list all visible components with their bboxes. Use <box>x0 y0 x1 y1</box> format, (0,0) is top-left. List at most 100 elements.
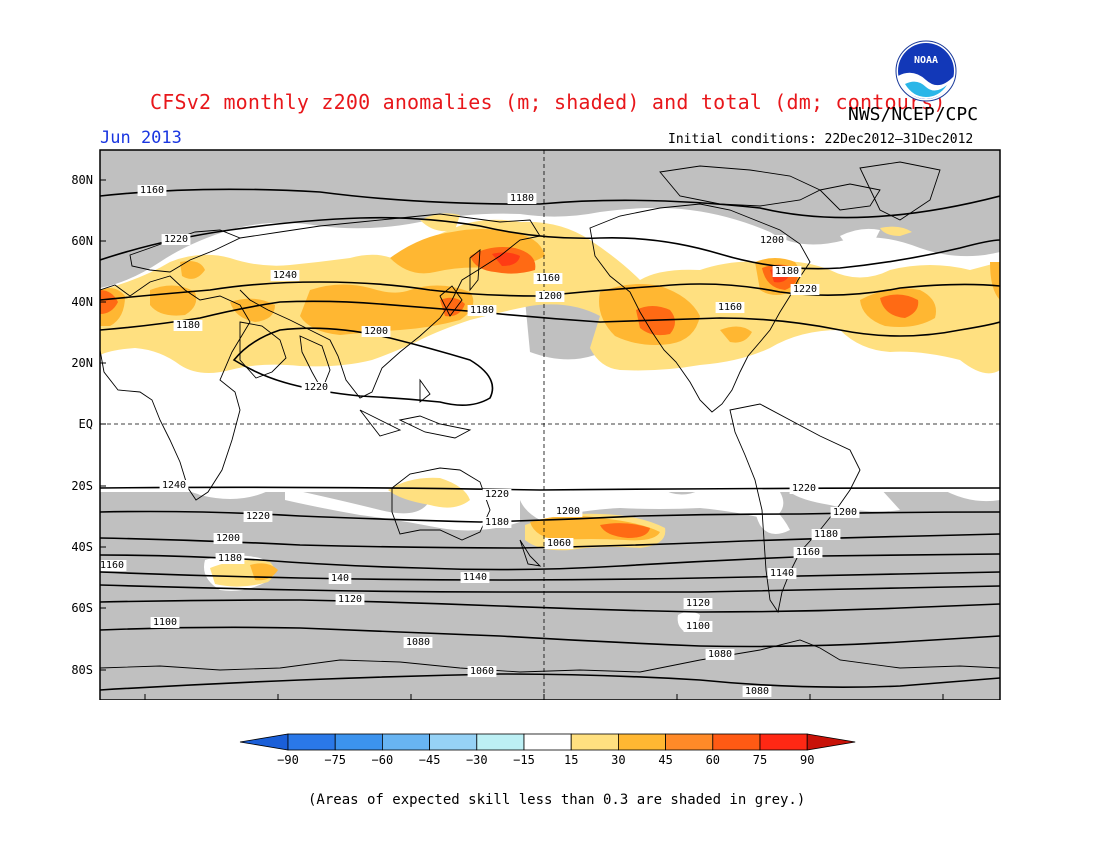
contour-label: 1080 <box>406 637 430 648</box>
contour-label-bg <box>789 483 819 494</box>
contour-label-bg <box>159 480 189 491</box>
lat-label: 60S <box>71 601 93 615</box>
contour-label-bg <box>150 617 180 628</box>
contour-label: 1120 <box>686 598 710 609</box>
contour-label-bg <box>270 270 300 281</box>
contour-label-bg <box>544 538 574 549</box>
chart-title: CFSv2 monthly z200 anomalies (m; shaded)… <box>150 90 946 114</box>
contour-label: 1220 <box>793 284 817 295</box>
colorbar-tick-label: −90 <box>277 753 299 767</box>
contour-label: 1220 <box>792 483 816 494</box>
lat-label: 20N <box>71 356 93 370</box>
contour-label: 1220 <box>304 382 328 393</box>
contour-label: 1100 <box>686 621 710 632</box>
contour-label: 1120 <box>338 594 362 605</box>
colorbar-cell <box>618 733 667 751</box>
colorbar-tick-label: −60 <box>372 753 394 767</box>
contour-label: 1240 <box>273 270 297 281</box>
colorbar-tick-label: 90 <box>800 753 814 767</box>
colorbar-tick-label: −30 <box>466 753 488 767</box>
contour-label: 140 <box>331 573 349 584</box>
contour-label-bg <box>100 560 127 571</box>
contour-label: 1060 <box>470 666 494 677</box>
contour-label: 1180 <box>218 553 242 564</box>
contour-label: 1180 <box>814 529 838 540</box>
colorbar-cell <box>287 733 336 751</box>
contour-label-bg <box>683 598 713 609</box>
contour-label-bg <box>361 326 391 337</box>
colorbar-cell <box>239 733 289 751</box>
lat-label: 80S <box>71 663 93 677</box>
colorbar-cell <box>476 733 525 751</box>
colorbar-cell <box>429 733 478 751</box>
contour-label-bg <box>533 273 563 284</box>
contour-label-bg <box>757 235 787 246</box>
axis-ticks <box>100 179 944 700</box>
contour-label: 1180 <box>485 517 509 528</box>
contour-label-bg <box>790 284 820 295</box>
contour-label: 1160 <box>718 302 742 313</box>
contour-label-bg <box>243 511 273 522</box>
contour-label-bg <box>173 320 203 331</box>
lat-label: EQ <box>79 417 93 431</box>
contour-label-bg <box>767 568 797 579</box>
contour-label: 1140 <box>770 568 794 579</box>
contour-label-bg <box>535 291 565 302</box>
contour-label-bg <box>482 517 512 528</box>
contour-label: 1200 <box>760 235 784 246</box>
contour-label-bg <box>161 234 191 245</box>
colorbar-cell <box>712 733 761 751</box>
contour-label: 1080 <box>745 686 769 697</box>
contour-label: 1140 <box>463 572 487 583</box>
map: 1160 1180 1200 1220 1240 1160 1180 1200 1220 1180… <box>71 149 1001 700</box>
contour-label: 1160 <box>140 185 164 196</box>
contour-label: 1080 <box>708 649 732 660</box>
contour-label: 1160 <box>100 560 124 571</box>
skill-footnote: (Areas of expected skill less than 0.3 a… <box>308 792 806 808</box>
contour-label-bg <box>467 305 497 316</box>
contour-label-bg <box>335 594 365 605</box>
contour-label: 1200 <box>556 506 580 517</box>
lat-label: 40N <box>71 295 93 309</box>
contour-label: 1180 <box>775 266 799 277</box>
colorbar-tick-label: −15 <box>513 753 535 767</box>
contour-label: 1220 <box>164 234 188 245</box>
contour-label-bg <box>403 637 433 648</box>
noaa-logo-icon: NOAA <box>895 40 957 102</box>
contour-label-bg <box>482 489 512 500</box>
contour-label: 1200 <box>833 507 857 518</box>
colorbar-cell <box>806 733 856 751</box>
contour-label-bg <box>215 553 245 564</box>
colorbar-tick-label: −75 <box>324 753 346 767</box>
logo-text: NOAA <box>914 55 938 66</box>
colorbar-cell <box>665 733 714 751</box>
colorbar-tick-label: 30 <box>611 753 625 767</box>
colorbar-cell <box>523 733 572 751</box>
contour-label-bg <box>467 666 497 677</box>
contour-label: 1160 <box>796 547 820 558</box>
contour-label: 1160 <box>536 273 560 284</box>
lat-label: 40S <box>71 540 93 554</box>
contour-label: 1240 <box>162 480 186 491</box>
contour-label: 1200 <box>538 291 562 302</box>
month-label: Jun 2013 <box>100 128 182 148</box>
contour-label: 1200 <box>364 326 388 337</box>
contour-label-bg <box>213 533 243 544</box>
contour-label-bg <box>793 547 823 558</box>
colorbar-tick-label: 60 <box>706 753 720 767</box>
colorbar-tick-label: 75 <box>753 753 767 767</box>
agency-label: NWS/NCEP/CPC <box>848 104 979 125</box>
lat-label: 20S <box>71 479 93 493</box>
contour-label: 1100 <box>153 617 177 628</box>
contour-label: 1220 <box>246 511 270 522</box>
lat-label: 60N <box>71 234 93 248</box>
contour-label-bg <box>460 572 490 583</box>
colorbar-tick-label: −45 <box>419 753 441 767</box>
initial-conditions-label: Initial conditions: 22Dec2012–31Dec2012 <box>668 132 974 147</box>
contour-label-bg <box>742 686 772 697</box>
lat-label: 80N <box>71 173 93 187</box>
contour-label-bg <box>683 621 713 632</box>
contour-label-bg <box>705 649 735 660</box>
colorbar-tick-label: 15 <box>564 753 578 767</box>
contour-label: 1180 <box>470 305 494 316</box>
